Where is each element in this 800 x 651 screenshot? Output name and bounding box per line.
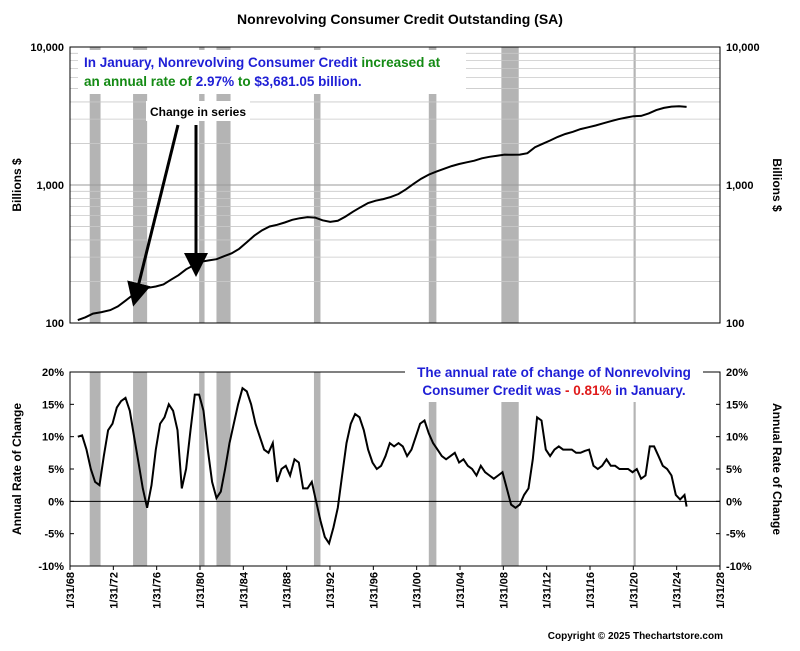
- bottom-annotation-bg: [405, 362, 703, 402]
- x-tick-label: 1/31/00: [412, 572, 424, 609]
- recession-band-bottom-6: [501, 372, 519, 566]
- chart-title: Nonrevolving Consumer Credit Outstanding…: [237, 11, 563, 27]
- top-annotation-part1: In January, Nonrevolving Consumer Credit: [84, 55, 358, 70]
- top-annotation-part3: an annual rate of: [84, 74, 193, 89]
- callout-arrow-left: [127, 124, 180, 307]
- bottom-right-tick-label: -10%: [726, 561, 752, 573]
- x-tick-label: 1/31/88: [282, 572, 294, 609]
- bottom-right-tick-label: 20%: [726, 367, 748, 379]
- top-plot-frame: [69, 46, 721, 324]
- x-tick-label: 1/31/24: [672, 571, 684, 609]
- recession-band-bottom-5: [428, 372, 437, 566]
- bottom-recession-bands: [89, 372, 636, 566]
- bottom-right-tick-label: -5%: [726, 529, 746, 541]
- bottom-y-ticks: 20% 20% 15% 15% 10% 10% 5% 5% 0% 0% -5% -5% -10% -10%: [38, 367, 752, 573]
- bottom-right-tick-label: 5%: [726, 464, 742, 476]
- x-tick-label: 1/31/04: [455, 571, 467, 609]
- credit-outstanding-line: [77, 105, 687, 322]
- x-axis-labels: 1/31/68 1/31/72 1/31/76 1/31/80 1/31/84 1/31/…: [65, 566, 727, 609]
- top-right-tick-label: 1,000: [726, 180, 754, 192]
- bottom-left-tick-label: 20%: [42, 367, 64, 379]
- x-tick-label: 1/31/72: [108, 572, 120, 609]
- x-tick-label: 1/31/08: [498, 572, 510, 609]
- recession-band-bottom-4: [313, 372, 321, 566]
- top-left-y-label: Billions $: [10, 158, 24, 212]
- top-left-tick-label: 100: [46, 318, 64, 330]
- bottom-annotation-part5: in January.: [615, 383, 685, 398]
- x-tick-label: 1/31/20: [628, 572, 640, 609]
- top-annotation-line2: an annual rate of 2.97% to $3,681.05 bil…: [84, 74, 362, 89]
- x-tick-label: 1/31/12: [542, 572, 554, 609]
- bottom-right-tick-label: 0%: [726, 496, 742, 508]
- bottom-left-tick-label: 5%: [48, 464, 64, 476]
- annual-rate-of-change-line: [77, 386, 688, 546]
- x-tick-label: 1/31/68: [65, 572, 77, 609]
- copyright-text: Copyright © 2025 Thechartstore.com: [548, 631, 723, 642]
- top-annotation-part2: increased at: [361, 55, 440, 70]
- bottom-annotation-part1: The annual rate of change of Nonrevolvin…: [417, 365, 691, 380]
- top-right-y-label: Billions $: [770, 158, 784, 212]
- x-tick-label: 1/31/80: [195, 572, 207, 609]
- bottom-annotation-line1: The annual rate of change of Nonrevolvin…: [417, 365, 691, 380]
- bottom-right-y-label: Annual Rate of Change: [770, 403, 784, 535]
- top-left-tick-label: 1,000: [36, 180, 64, 192]
- x-tick-label: 1/31/92: [325, 572, 337, 609]
- top-annotation-bg: [78, 50, 466, 94]
- bottom-left-tick-label: -5%: [44, 529, 64, 541]
- recession-band-bottom-2: [199, 372, 205, 566]
- top-annotation-part5: to: [238, 74, 251, 89]
- x-tick-label: 1/31/96: [368, 572, 380, 609]
- top-right-tick-label: 100: [726, 318, 744, 330]
- bottom-left-tick-label: 15%: [42, 399, 64, 411]
- top-annotation-part6: $3,681.05 billion.: [254, 74, 361, 89]
- x-tick-label: 1/31/84: [238, 571, 250, 609]
- x-tick-label: 1/31/16: [585, 572, 597, 609]
- x-tick-label: 1/31/28: [715, 572, 727, 609]
- recession-band-bottom-0: [89, 372, 101, 566]
- bottom-right-tick-label: 10%: [726, 432, 748, 444]
- x-tick-label: 1/31/76: [152, 572, 164, 609]
- bottom-annotation-line2: Consumer Credit was - 0.81% in January.: [422, 383, 685, 398]
- callout-label: Change in series: [150, 105, 246, 119]
- bottom-left-tick-label: -10%: [38, 561, 64, 573]
- bottom-annotation-part3: -: [565, 383, 570, 398]
- bottom-right-tick-label: 15%: [726, 399, 748, 411]
- top-right-tick-label: 10,000: [726, 42, 760, 54]
- bottom-annotation-part4: 0.81%: [573, 383, 611, 398]
- recession-band-bottom-3: [216, 372, 231, 566]
- bottom-left-tick-label: 0%: [48, 496, 64, 508]
- bottom-left-tick-label: 10%: [42, 432, 64, 444]
- top-annotation-part4: 2.97%: [196, 74, 234, 89]
- bottom-annotation-part2: Consumer Credit was: [422, 383, 561, 398]
- recession-band-bottom-7: [633, 372, 636, 566]
- callout-bg: [146, 101, 250, 121]
- top-y-ticks: 100 100 1,000 1,000 10,000 10,000: [30, 42, 759, 330]
- bottom-left-y-label: Annual Rate of Change: [10, 403, 24, 535]
- top-annotation-line1: In January, Nonrevolving Consumer Credit…: [84, 55, 441, 70]
- top-left-tick-label: 10,000: [30, 42, 64, 54]
